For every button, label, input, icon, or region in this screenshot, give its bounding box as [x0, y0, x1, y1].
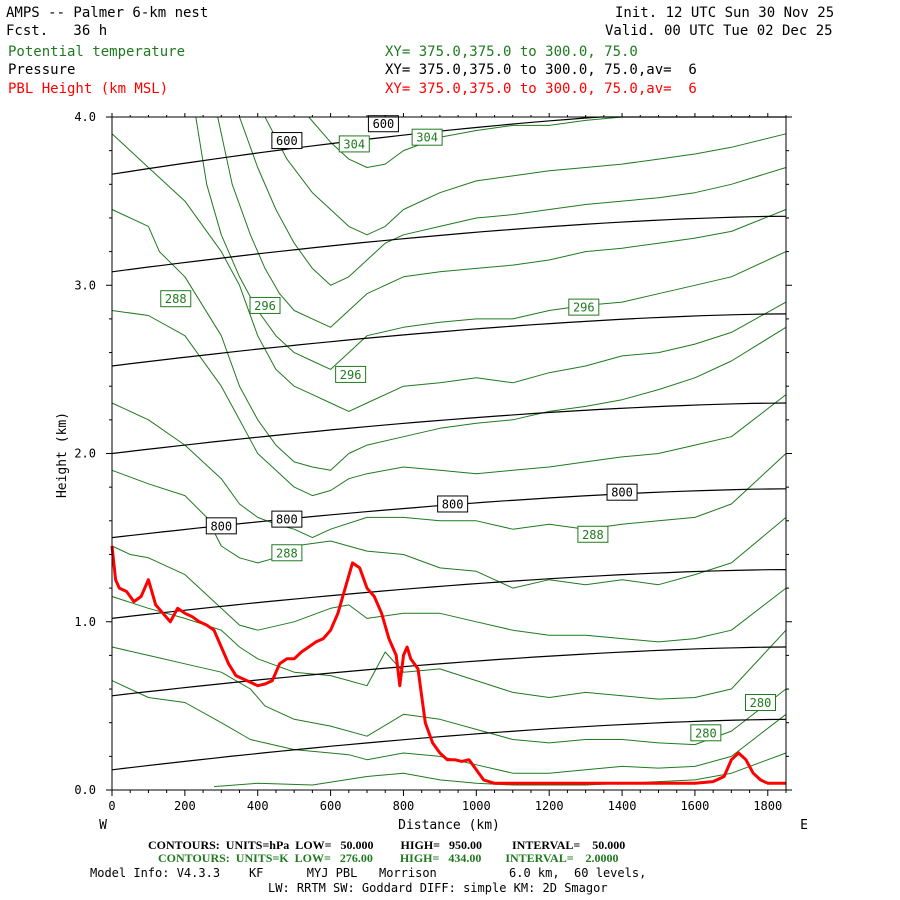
- init-time: Init. 12 UTC Sun 30 Nov 25: [615, 5, 835, 21]
- field-xy-pbl-height: XY= 375.0,375.0 to 300.0, 75.0,av= 6: [385, 81, 697, 97]
- footer-model-info: Model Info: V4.3.3 KF MYJ PBL Morrison 6…: [90, 866, 647, 880]
- theta-label-304: 304: [411, 128, 443, 146]
- field-xy-pressure: XY= 375.0,375.0 to 300.0, 75.0,av= 6: [385, 62, 697, 78]
- pressure-isobar-5: [111, 402, 787, 455]
- theta-contour-1: [213, 752, 787, 788]
- pressure-label-600: 600: [367, 115, 399, 133]
- field-name-potential-temperature: Potential temperature: [8, 44, 186, 60]
- theta-contour-13: [239, 116, 787, 286]
- svg-text:800: 800: [276, 513, 298, 527]
- svg-text:296: 296: [573, 301, 595, 315]
- pressure-isobar-8: [111, 116, 786, 175]
- x-tick-label-0: 0: [108, 799, 115, 813]
- x-tick-label-1000: 1000: [462, 799, 491, 813]
- footer-physics-info: LW: RRTM SW: Goddard DIFF: simple KM: 2D…: [268, 881, 608, 895]
- pressure-isobar-7: [111, 215, 787, 273]
- theta-label-288: 288: [160, 290, 192, 308]
- pressure-label-800: 800: [205, 517, 237, 535]
- theta-contour-8: [111, 310, 787, 497]
- svg-text:600: 600: [276, 134, 298, 148]
- forecast-hour: Fcst. 36 h: [6, 23, 108, 39]
- x-tick-label-1200: 1200: [535, 799, 564, 813]
- plot-frame: [111, 116, 787, 791]
- svg-text:280: 280: [750, 696, 772, 710]
- east-label: E: [800, 818, 808, 833]
- x-tick-label-600: 600: [320, 799, 342, 813]
- y-tick-label-4: 4.0: [74, 110, 96, 124]
- y-tick-label-1: 1.0: [74, 615, 96, 629]
- y-tick-label-0: 0.0: [74, 783, 96, 797]
- theta-contour-12: [217, 116, 787, 328]
- svg-text:304: 304: [343, 137, 365, 151]
- y-tick-label-2: 2.0: [74, 447, 96, 461]
- svg-text:800: 800: [611, 486, 633, 500]
- pressure-isobar-6: [111, 313, 787, 367]
- theta-label-296: 296: [249, 296, 281, 314]
- footer-contours-pressure: CONTOURS: UNITS=hPa LOW= 50.000 HIGH= 95…: [148, 838, 626, 852]
- x-tick-label-800: 800: [393, 799, 415, 813]
- theta-contour-10: [111, 133, 787, 412]
- theta-label-288: 288: [577, 525, 609, 543]
- pbl-height-series: [110, 545, 786, 785]
- svg-text:600: 600: [373, 117, 395, 131]
- x-tick-label-400: 400: [247, 799, 269, 813]
- theta-contour-11: [195, 116, 787, 370]
- pressure-label-800: 800: [271, 510, 303, 528]
- theta-contour-3: [111, 646, 787, 746]
- x-axis-label: Distance (km): [398, 818, 500, 833]
- theta-label-304: 304: [338, 135, 370, 153]
- theta-contour-14: [264, 116, 787, 236]
- west-label: W: [99, 818, 107, 833]
- theta-label-288: 288: [271, 544, 303, 562]
- svg-text:288: 288: [165, 292, 187, 306]
- theta-label-296: 296: [335, 365, 367, 383]
- y-axis-label: Height (km): [55, 412, 70, 498]
- svg-text:296: 296: [254, 299, 276, 313]
- contour-labels: 800 800 800 800 600 600 288 296 296 296 288 288 304 3…: [160, 115, 776, 742]
- x-tick-label-1600: 1600: [680, 799, 709, 813]
- axes: 0 200 400 600 800 1000 1200 1400 1600 1800 0.0 1.0 2…: [74, 110, 792, 813]
- pressure-isobar-2: [111, 646, 787, 697]
- footer-contours-theta: CONTOURS: UNITS=K LOW= 276.00 HIGH= 434.…: [158, 851, 619, 865]
- theta-contour-7: [111, 402, 787, 539]
- pressure-isobar-3: [111, 568, 787, 619]
- x-tick-label-1400: 1400: [608, 799, 637, 813]
- pressure-label-600: 600: [271, 132, 303, 150]
- potential-temperature-contours: [111, 116, 787, 788]
- svg-text:288: 288: [276, 546, 298, 560]
- field-name-pressure: Pressure: [8, 62, 76, 78]
- x-tick-label-1800: 1800: [753, 799, 782, 813]
- svg-text:296: 296: [340, 368, 362, 382]
- theta-contour-9: [111, 209, 787, 471]
- pbl-height-line: [110, 545, 786, 785]
- theta-contour-2: [111, 680, 787, 774]
- plot-title: AMPS -- Palmer 6-km nest: [6, 5, 209, 21]
- x-tick-label-200: 200: [174, 799, 196, 813]
- svg-text:800: 800: [442, 497, 464, 511]
- y-tick-label-3: 3.0: [74, 278, 96, 292]
- field-name-pbl-height: PBL Height (km MSL): [8, 81, 169, 97]
- theta-contour-4: [111, 596, 787, 700]
- theta-contour-5: [111, 545, 787, 643]
- pressure-label-800: 800: [437, 495, 469, 513]
- field-xy-potential-temperature: XY= 375.0,375.0 to 300.0, 75.0: [385, 44, 638, 60]
- pressure-isobar-1: [111, 718, 787, 771]
- pressure-label-800: 800: [606, 483, 638, 501]
- svg-text:304: 304: [416, 131, 438, 145]
- theta-label-296: 296: [568, 298, 600, 316]
- valid-time: Valid. 00 UTC Tue 02 Dec 25: [605, 23, 833, 39]
- svg-text:800: 800: [210, 519, 232, 533]
- svg-text:288: 288: [582, 528, 604, 542]
- theta-label-280: 280: [690, 724, 722, 742]
- theta-label-280: 280: [744, 694, 776, 712]
- svg-text:280: 280: [695, 726, 717, 740]
